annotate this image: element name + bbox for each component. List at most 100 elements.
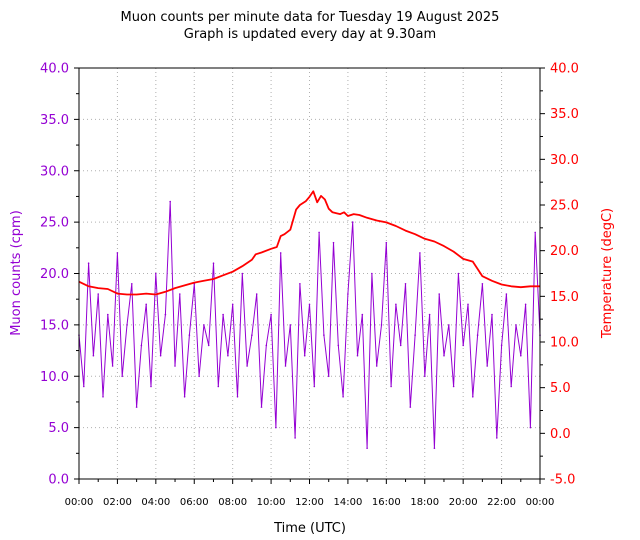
muon-point bbox=[510, 385, 512, 388]
muon-point bbox=[83, 385, 85, 388]
muon-point bbox=[337, 344, 340, 347]
muon-point bbox=[472, 396, 474, 398]
right-tick-label: -5.0 bbox=[550, 473, 575, 488]
right-tick-label: 40.0 bbox=[550, 62, 579, 77]
muon-point bbox=[371, 272, 373, 275]
muon-point bbox=[212, 262, 215, 265]
muon-point bbox=[116, 252, 119, 254]
y-axis-label-left: Muon counts (cpm) bbox=[9, 210, 24, 336]
muon-point bbox=[131, 283, 133, 285]
muon-point bbox=[524, 303, 527, 306]
x-tick-label: 04:00 bbox=[141, 497, 170, 508]
muon-point bbox=[299, 283, 301, 285]
x-tick-label: 18:00 bbox=[410, 497, 439, 508]
x-tick-label: 00:00 bbox=[65, 497, 94, 508]
muon-point bbox=[399, 344, 402, 347]
muon-point bbox=[303, 354, 306, 357]
muon-point bbox=[323, 334, 325, 336]
muon-point bbox=[438, 293, 441, 295]
muon-point bbox=[164, 313, 167, 316]
muon-point bbox=[467, 303, 469, 306]
muon-point bbox=[275, 426, 277, 429]
muon-point bbox=[448, 324, 450, 326]
muon-point bbox=[366, 447, 368, 450]
x-tick-label: 06:00 bbox=[180, 497, 209, 508]
muon-point bbox=[126, 324, 128, 326]
muon-point bbox=[97, 293, 99, 295]
muon-point bbox=[121, 375, 123, 378]
left-tick-label: 30.0 bbox=[40, 164, 69, 179]
muon-point bbox=[231, 303, 234, 306]
muon-point bbox=[433, 447, 436, 450]
muon-point bbox=[107, 313, 109, 316]
muon-point bbox=[279, 252, 282, 254]
muon-point bbox=[520, 354, 522, 357]
x-tick-label: 10:00 bbox=[257, 497, 286, 508]
muon-point bbox=[409, 406, 412, 408]
muon-point bbox=[270, 313, 272, 316]
muon-point bbox=[102, 396, 104, 398]
muon-point bbox=[347, 293, 349, 295]
x-tick-label: 14:00 bbox=[334, 497, 363, 508]
right-tick-label: 25.0 bbox=[550, 199, 579, 214]
left-tick-label: 25.0 bbox=[40, 216, 69, 231]
muon-point bbox=[486, 365, 489, 367]
muon-point bbox=[155, 272, 157, 275]
muon-point bbox=[481, 283, 484, 285]
chart-title: Muon counts per minute data for Tuesday … bbox=[121, 10, 500, 25]
y-axis-label-right: Temperature (degC) bbox=[600, 208, 615, 339]
x-tick-label: 02:00 bbox=[103, 497, 132, 508]
muon-point bbox=[255, 293, 258, 295]
muon-point bbox=[419, 252, 421, 254]
right-tick-label: 0.0 bbox=[550, 427, 571, 442]
right-tick-label: 15.0 bbox=[550, 290, 579, 305]
muon-point bbox=[404, 283, 407, 285]
muon-point bbox=[227, 354, 229, 357]
muon-point bbox=[241, 272, 244, 275]
muon-point bbox=[351, 221, 354, 223]
muon-point bbox=[236, 396, 239, 398]
muon-point bbox=[385, 241, 388, 244]
muon-point bbox=[150, 385, 152, 388]
left-tick-label: 10.0 bbox=[40, 370, 69, 385]
left-tick-label: 5.0 bbox=[48, 421, 69, 436]
muon-point bbox=[140, 344, 143, 347]
muon-point bbox=[414, 334, 416, 336]
muon-point bbox=[390, 385, 392, 388]
x-tick-label: 12:00 bbox=[295, 497, 324, 508]
x-tick-label: 16:00 bbox=[372, 497, 401, 508]
muon-point bbox=[500, 344, 503, 347]
muon-point bbox=[327, 375, 330, 378]
muon-point bbox=[318, 231, 320, 234]
muon-point bbox=[145, 303, 147, 306]
muon-point bbox=[251, 334, 253, 336]
muon-point bbox=[452, 385, 455, 388]
muon-point bbox=[289, 324, 292, 326]
muon-point bbox=[462, 344, 465, 347]
temperature-line bbox=[78, 190, 540, 296]
left-tick-label: 35.0 bbox=[40, 113, 69, 128]
muon-point bbox=[529, 426, 532, 429]
muon-point bbox=[222, 313, 224, 316]
muon-point bbox=[428, 313, 431, 316]
muon-point bbox=[443, 354, 445, 357]
muon-point bbox=[375, 365, 378, 367]
right-tick-label: 10.0 bbox=[550, 336, 579, 351]
x-tick-label: 08:00 bbox=[218, 497, 247, 508]
muon-point bbox=[356, 354, 359, 357]
left-tick-label: 0.0 bbox=[48, 473, 69, 488]
muon-point bbox=[332, 241, 335, 244]
muon-point bbox=[174, 365, 176, 367]
muon-point bbox=[87, 262, 90, 265]
muon-point bbox=[342, 396, 344, 398]
left-axis-ticks: 0.0 5.0 10.0 15.0 20.0 25.0 30.0 35.0 40.0 bbox=[40, 62, 79, 488]
muon-point bbox=[92, 354, 95, 357]
muon-point bbox=[207, 344, 210, 347]
muon-point bbox=[179, 293, 181, 295]
temperature-series bbox=[78, 190, 540, 296]
muon-point bbox=[246, 365, 248, 367]
muon-series bbox=[78, 200, 541, 450]
muon-point bbox=[203, 324, 205, 326]
muon-point bbox=[284, 365, 287, 367]
